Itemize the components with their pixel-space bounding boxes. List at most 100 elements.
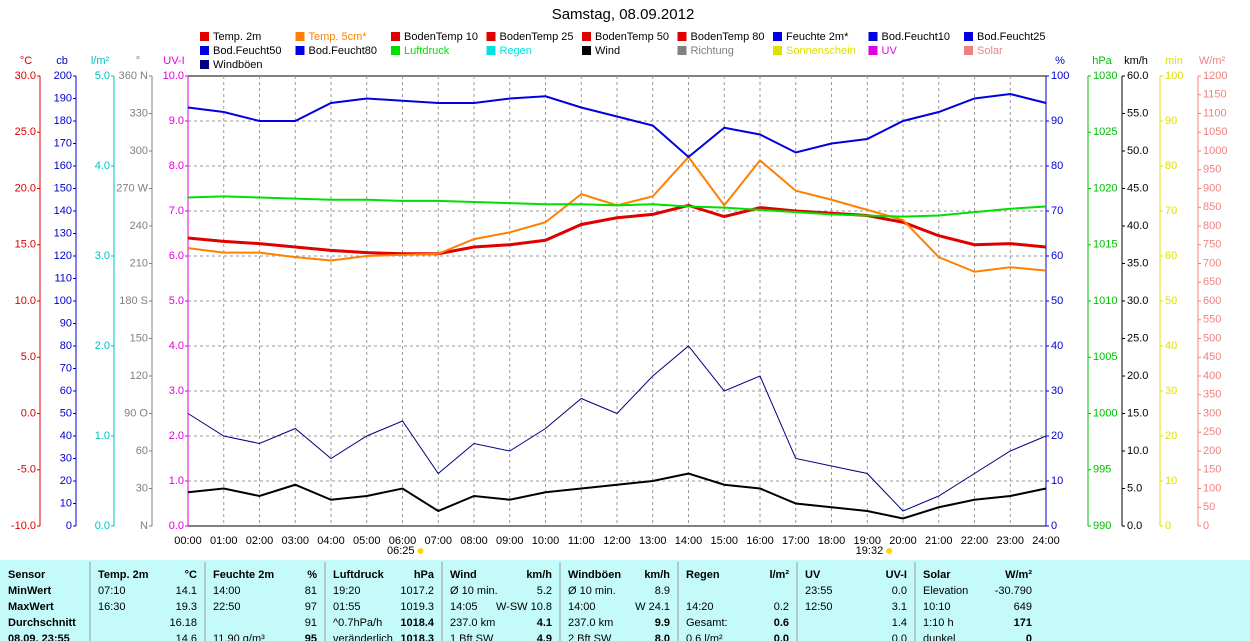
x-tick-label: 03:00 (281, 535, 309, 547)
tick-label: 240 (130, 220, 148, 232)
legend-label: Bod.Feucht80 (309, 45, 378, 57)
x-tick-label: 04:00 (317, 535, 345, 547)
tick-label: -5.0 (17, 464, 36, 476)
legend-swatch (486, 32, 496, 41)
tick-label: 90 (1051, 115, 1063, 127)
table-cell: Ø 10 min. (568, 585, 616, 597)
tick-label: 1010 (1093, 295, 1117, 307)
tick-label: 60 (60, 385, 72, 397)
tick-label: 1100 (1203, 107, 1227, 119)
table-cell: 14:20 (686, 601, 714, 613)
tick-label: 1050 (1203, 126, 1227, 138)
tick-label: 7.0 (169, 205, 184, 217)
axis-label: l/m² (91, 55, 110, 67)
tick-label: 1.0 (95, 430, 110, 442)
table-cell: MaxWert (8, 601, 54, 613)
tick-label: 9.0 (169, 115, 184, 127)
tick-label: 700 (1203, 257, 1221, 269)
tick-label: 5.0 (95, 70, 110, 82)
tick-label: 350 (1203, 389, 1221, 401)
table-cell: UV-I (886, 569, 907, 581)
table-cell: 0.0 (774, 633, 789, 641)
x-tick-label: 23:00 (996, 535, 1024, 547)
table-cell: MinWert (8, 585, 52, 597)
sun-icon (886, 548, 893, 554)
tick-label: 60 (1165, 250, 1177, 262)
sun-annotation: 19:32 (856, 545, 884, 557)
tick-label: 900 (1203, 182, 1221, 194)
tick-label: 2.0 (169, 430, 184, 442)
sun-icon (417, 548, 424, 554)
axis-label: °C (20, 55, 32, 67)
table-cell: 97 (305, 601, 317, 613)
legend-swatch (868, 46, 878, 55)
tick-label: 1030 (1093, 70, 1117, 82)
series-line (187, 472, 1047, 520)
legend-swatch (200, 60, 209, 69)
tick-label: 200 (54, 70, 72, 82)
table-cell: Wind (450, 569, 477, 581)
tick-label: 25.0 (15, 126, 36, 138)
tick-label: 250 (1203, 426, 1221, 438)
tick-label: 150 (54, 182, 72, 194)
tick-label: 50 (60, 407, 72, 419)
tick-label: 1025 (1093, 126, 1117, 138)
table-cell: 14.6 (176, 633, 197, 641)
table-cell: Sensor (8, 569, 46, 581)
tick-label: 35.0 (1127, 257, 1148, 269)
tick-label: 130 (54, 227, 72, 239)
legend-swatch (295, 32, 305, 41)
x-tick-label: 17:00 (782, 535, 810, 547)
tick-label: 550 (1203, 314, 1221, 326)
tick-label: 8.0 (169, 160, 184, 172)
table-cell: 4.1 (537, 617, 552, 629)
table-cell: Gesamt: (686, 617, 728, 629)
table-cell: 08.09. 23:55 (8, 633, 70, 641)
table-cell: 8.9 (655, 585, 670, 597)
tick-label: 60 (1051, 250, 1063, 262)
tick-label: 450 (1203, 351, 1221, 363)
tick-label: 60.0 (1127, 70, 1148, 82)
legend-label: Wind (595, 45, 620, 57)
table-cell: veränderlich (333, 633, 393, 641)
tick-label: 30 (136, 482, 148, 494)
tick-label: 0 (1203, 520, 1209, 532)
table-cell: UV (805, 569, 821, 581)
tick-label: 0 (66, 520, 72, 532)
tick-label: 5.0 (21, 351, 36, 363)
tick-label: 0.0 (169, 520, 184, 532)
tick-label: 10.0 (1127, 445, 1148, 457)
axis-label: hPa (1092, 55, 1112, 67)
legend-label: Windböen (213, 59, 263, 71)
table-cell: 4.9 (537, 633, 552, 641)
legend-swatch (677, 46, 687, 55)
table-cell: dunkel (923, 633, 955, 641)
x-tick-label: 19:00 (853, 535, 881, 547)
tick-label: 10 (1165, 475, 1177, 487)
table-cell: hPa (414, 569, 435, 581)
table-cell: W-SW 10.8 (496, 601, 552, 613)
tick-label: 990 (1093, 520, 1111, 532)
table-cell: 14:05 (450, 601, 478, 613)
tick-label: 30 (1051, 385, 1063, 397)
table-cell: Temp. 2m (98, 569, 149, 581)
tick-label: 1015 (1093, 239, 1117, 251)
table-cell: km/h (644, 569, 670, 581)
axis-label: W/m² (1199, 55, 1226, 67)
tick-label: 50 (1203, 501, 1215, 513)
x-tick-label: 15:00 (710, 535, 738, 547)
tick-label: 100 (1203, 482, 1221, 494)
table-cell: W/m² (1005, 569, 1032, 581)
legend-swatch (582, 32, 591, 41)
table-cell: 1017.2 (400, 585, 434, 597)
legend-label: Regen (500, 45, 532, 57)
table-cell: 2 Bft SW (568, 633, 612, 641)
x-tick-label: 22:00 (961, 535, 989, 547)
tick-label: 10 (60, 497, 72, 509)
table-cell: 14:00 (568, 601, 596, 613)
tick-label: 10 (1051, 475, 1063, 487)
table-cell: 16:30 (98, 601, 126, 613)
tick-label: 10.0 (15, 295, 36, 307)
table-cell: 1019.3 (400, 601, 434, 613)
tick-label: 45.0 (1127, 182, 1148, 194)
